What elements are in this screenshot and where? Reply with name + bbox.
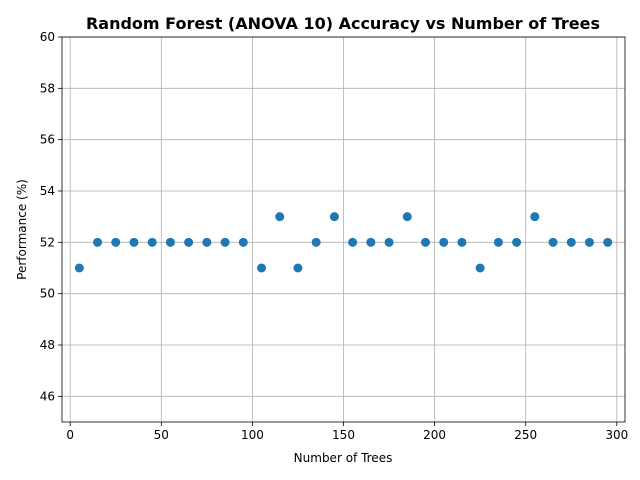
x-axis: 0 50 100 150 200 250 300 — [66, 422, 628, 442]
data-point — [584, 237, 594, 247]
data-point — [566, 237, 576, 247]
y-axis: 46 48 50 52 54 56 58 60 — [40, 30, 62, 403]
x-tick-label: 250 — [514, 428, 537, 442]
data-point — [257, 263, 267, 273]
data-point — [184, 237, 194, 247]
data-point — [548, 237, 558, 247]
data-point — [384, 237, 394, 247]
data-point — [457, 237, 467, 247]
data-point — [348, 237, 358, 247]
data-point — [202, 237, 212, 247]
data-point — [329, 212, 339, 222]
data-point — [275, 212, 285, 222]
x-tick-label: 50 — [154, 428, 169, 442]
y-tick-label: 60 — [40, 30, 55, 44]
data-point — [293, 263, 303, 273]
data-point — [493, 237, 503, 247]
data-point — [147, 237, 157, 247]
data-point — [111, 237, 121, 247]
data-point — [475, 263, 485, 273]
data-point — [220, 237, 230, 247]
data-points — [74, 212, 613, 273]
data-point — [530, 212, 540, 222]
y-tick-label: 58 — [40, 81, 55, 95]
y-tick-label: 56 — [40, 133, 55, 147]
grid — [62, 36, 625, 422]
data-point — [165, 237, 175, 247]
y-tick-label: 52 — [40, 235, 55, 249]
data-point — [603, 237, 613, 247]
data-point — [93, 237, 103, 247]
x-tick-label: 100 — [241, 428, 264, 442]
y-tick-label: 54 — [40, 184, 55, 198]
data-point — [238, 237, 248, 247]
data-point — [402, 212, 412, 222]
x-tick-label: 0 — [66, 428, 74, 442]
x-tick-label: 200 — [423, 428, 446, 442]
y-axis-label: Performance (%) — [15, 179, 29, 280]
x-tick-label: 150 — [332, 428, 355, 442]
y-tick-label: 46 — [40, 389, 55, 403]
data-point — [439, 237, 449, 247]
data-point — [366, 237, 376, 247]
x-axis-label: Number of Trees — [294, 451, 393, 465]
data-point — [512, 237, 522, 247]
data-point — [74, 263, 84, 273]
data-point — [311, 237, 321, 247]
y-tick-label: 48 — [40, 338, 55, 352]
y-tick-label: 50 — [40, 287, 55, 301]
chart-title: Random Forest (ANOVA 10) Accuracy vs Num… — [86, 14, 600, 33]
data-point — [420, 237, 430, 247]
x-tick-label: 300 — [605, 428, 628, 442]
data-point — [129, 237, 139, 247]
